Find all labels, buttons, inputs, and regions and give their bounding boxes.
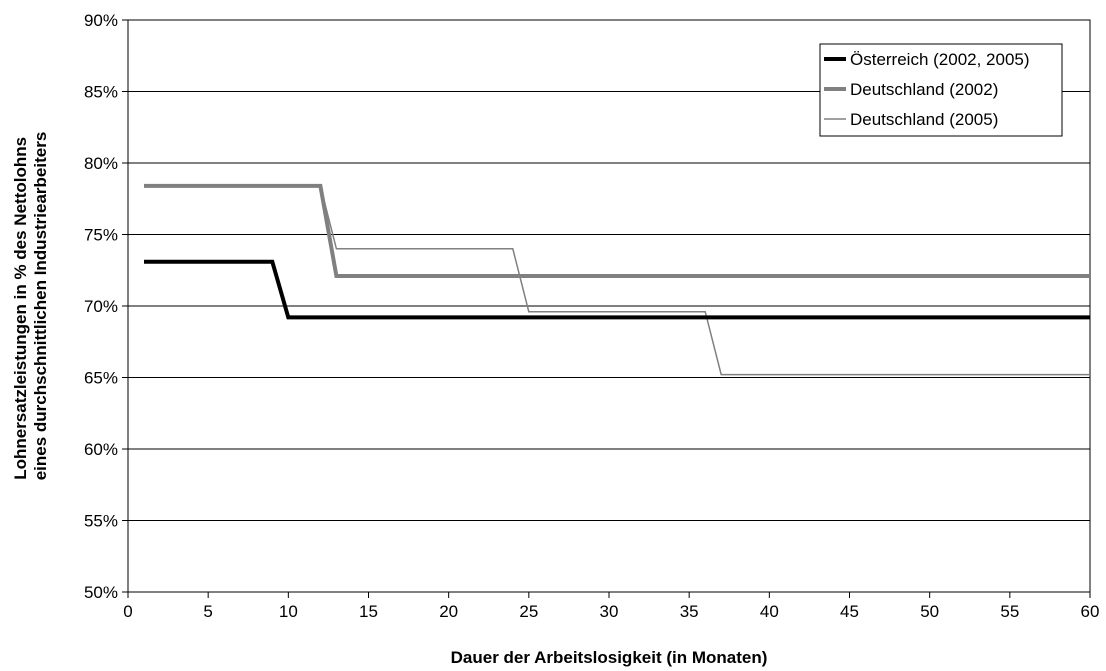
y-tick-label: 85% xyxy=(84,83,118,102)
x-tick-label: 60 xyxy=(1081,602,1100,621)
legend-box xyxy=(819,43,1063,137)
x-tick-label: 0 xyxy=(123,602,132,621)
x-axis-title: Dauer der Arbeitslosigkeit (in Monaten) xyxy=(451,648,768,667)
y-axis-title-line-1: Lohnersatzleistungen in % des Nettolohns xyxy=(11,137,30,480)
x-tick-label: 30 xyxy=(600,602,619,621)
x-tick-label: 50 xyxy=(920,602,939,621)
x-tick-label: 40 xyxy=(760,602,779,621)
legend-label-1: Österreich (2002, 2005) xyxy=(850,50,1030,69)
legend-items: Österreich (2002, 2005) Deutschland (2002… xyxy=(824,50,1030,129)
y-tick-label: 75% xyxy=(84,226,118,245)
x-tick-label: 55 xyxy=(1000,602,1019,621)
y-tick-label: 70% xyxy=(84,297,118,316)
y-tick-label: 80% xyxy=(84,154,118,173)
x-tick-label: 5 xyxy=(203,602,212,621)
series-line-2 xyxy=(144,183,1090,278)
legend-label-2: Deutschland (2002) xyxy=(850,80,998,99)
x-tick-label: 10 xyxy=(279,602,298,621)
x-tick-label: 20 xyxy=(439,602,458,621)
y-axis-title-line-2: eines durchschnittlichen Industriearbeit… xyxy=(31,132,50,481)
y-tick-label: 90% xyxy=(84,11,118,30)
series-lines xyxy=(144,183,1090,376)
x-tick-label: 45 xyxy=(840,602,859,621)
x-tick-label: 15 xyxy=(359,602,378,621)
x-tick-label: 25 xyxy=(519,602,538,621)
x-tick-label: 35 xyxy=(680,602,699,621)
axis-ticks: 50% 55% 60% 65% 70% 75% 80% 85% 90% 0 5 10 15 20 25 30 3… xyxy=(84,11,1099,621)
legend: Österreich (2002, 2005) Deutschland (2002… xyxy=(819,43,1063,137)
y-axis-title: Lohnersatzleistungen in % des Nettolohns… xyxy=(11,132,50,481)
y-tick-label: 60% xyxy=(84,440,118,459)
legend-label-3: Deutschland (2005) xyxy=(850,110,998,129)
y-tick-label: 55% xyxy=(84,512,118,531)
y-tick-label: 65% xyxy=(84,369,118,388)
series-line-1 xyxy=(144,259,1090,320)
y-tick-label: 50% xyxy=(84,583,118,602)
